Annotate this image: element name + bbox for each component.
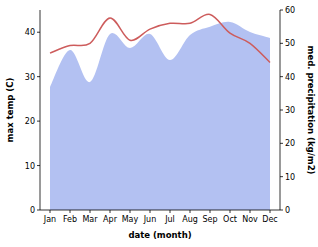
y2-tick [280, 176, 283, 177]
y2-tick-label: 0 [285, 206, 290, 215]
marks [50, 14, 270, 210]
x-tick-label: Oct [223, 215, 237, 224]
x-tick-label: Jun [143, 215, 157, 224]
y2-tick-label: 40 [285, 73, 295, 82]
x-tick-label: Jul [164, 215, 175, 224]
x-tick [230, 210, 231, 213]
x-tick [130, 210, 131, 213]
y-tick-label: 0 [30, 206, 35, 215]
y2-tick [280, 210, 283, 211]
y2-tick [280, 43, 283, 44]
temp-line [50, 14, 270, 62]
x-tick-label: May [122, 215, 139, 224]
y2-tick [280, 76, 283, 77]
chart: 0 10 20 30 40 0 10 20 30 40 50 60 Jan Feb Mar Apr May Jun… [0, 0, 318, 247]
y-tick [37, 32, 40, 33]
x-tick [110, 210, 111, 213]
y2-tick-label: 30 [285, 106, 295, 115]
x-tick [70, 210, 71, 213]
x-tick-label: Dec [262, 215, 277, 224]
y2-tick-label: 20 [285, 139, 295, 148]
y-tick [37, 210, 40, 211]
y-tick-label: 30 [25, 73, 35, 82]
y-tick-label: 40 [25, 28, 35, 37]
y-tick-label: 10 [25, 162, 35, 171]
y2-tick-label: 10 [285, 173, 295, 182]
x-tick [270, 210, 271, 213]
x-tick [50, 210, 51, 213]
y2-tick [280, 143, 283, 144]
x-tick [90, 210, 91, 213]
y-tick [37, 165, 40, 166]
x-tick-label: Feb [63, 215, 77, 224]
precip-area [50, 22, 270, 210]
y2-label: med. precipitation (kg/m2) [306, 46, 316, 175]
x-tick-label: Jan [43, 215, 56, 224]
x-tick [150, 210, 151, 213]
y-axis [40, 10, 41, 210]
y-tick-label: 20 [25, 117, 35, 126]
y2-tick [280, 10, 283, 11]
y-tick [37, 121, 40, 122]
x-tick [210, 210, 211, 213]
x-tick-label: Aug [182, 215, 198, 224]
x-tick-label: Sep [202, 215, 217, 224]
x-tick-label: Nov [242, 215, 258, 224]
x-tick [250, 210, 251, 213]
y-label: max temp (C) [5, 78, 15, 143]
y-tick [37, 76, 40, 77]
x-tick-label: Mar [82, 215, 98, 224]
y2-tick [280, 110, 283, 111]
x-tick [170, 210, 171, 213]
x-tick [190, 210, 191, 213]
x-label: date (month) [128, 230, 191, 240]
x-tick-label: Apr [103, 215, 118, 224]
y2-tick-label: 50 [285, 39, 295, 48]
x-axis [40, 210, 280, 211]
y2-tick-label: 60 [285, 6, 295, 15]
